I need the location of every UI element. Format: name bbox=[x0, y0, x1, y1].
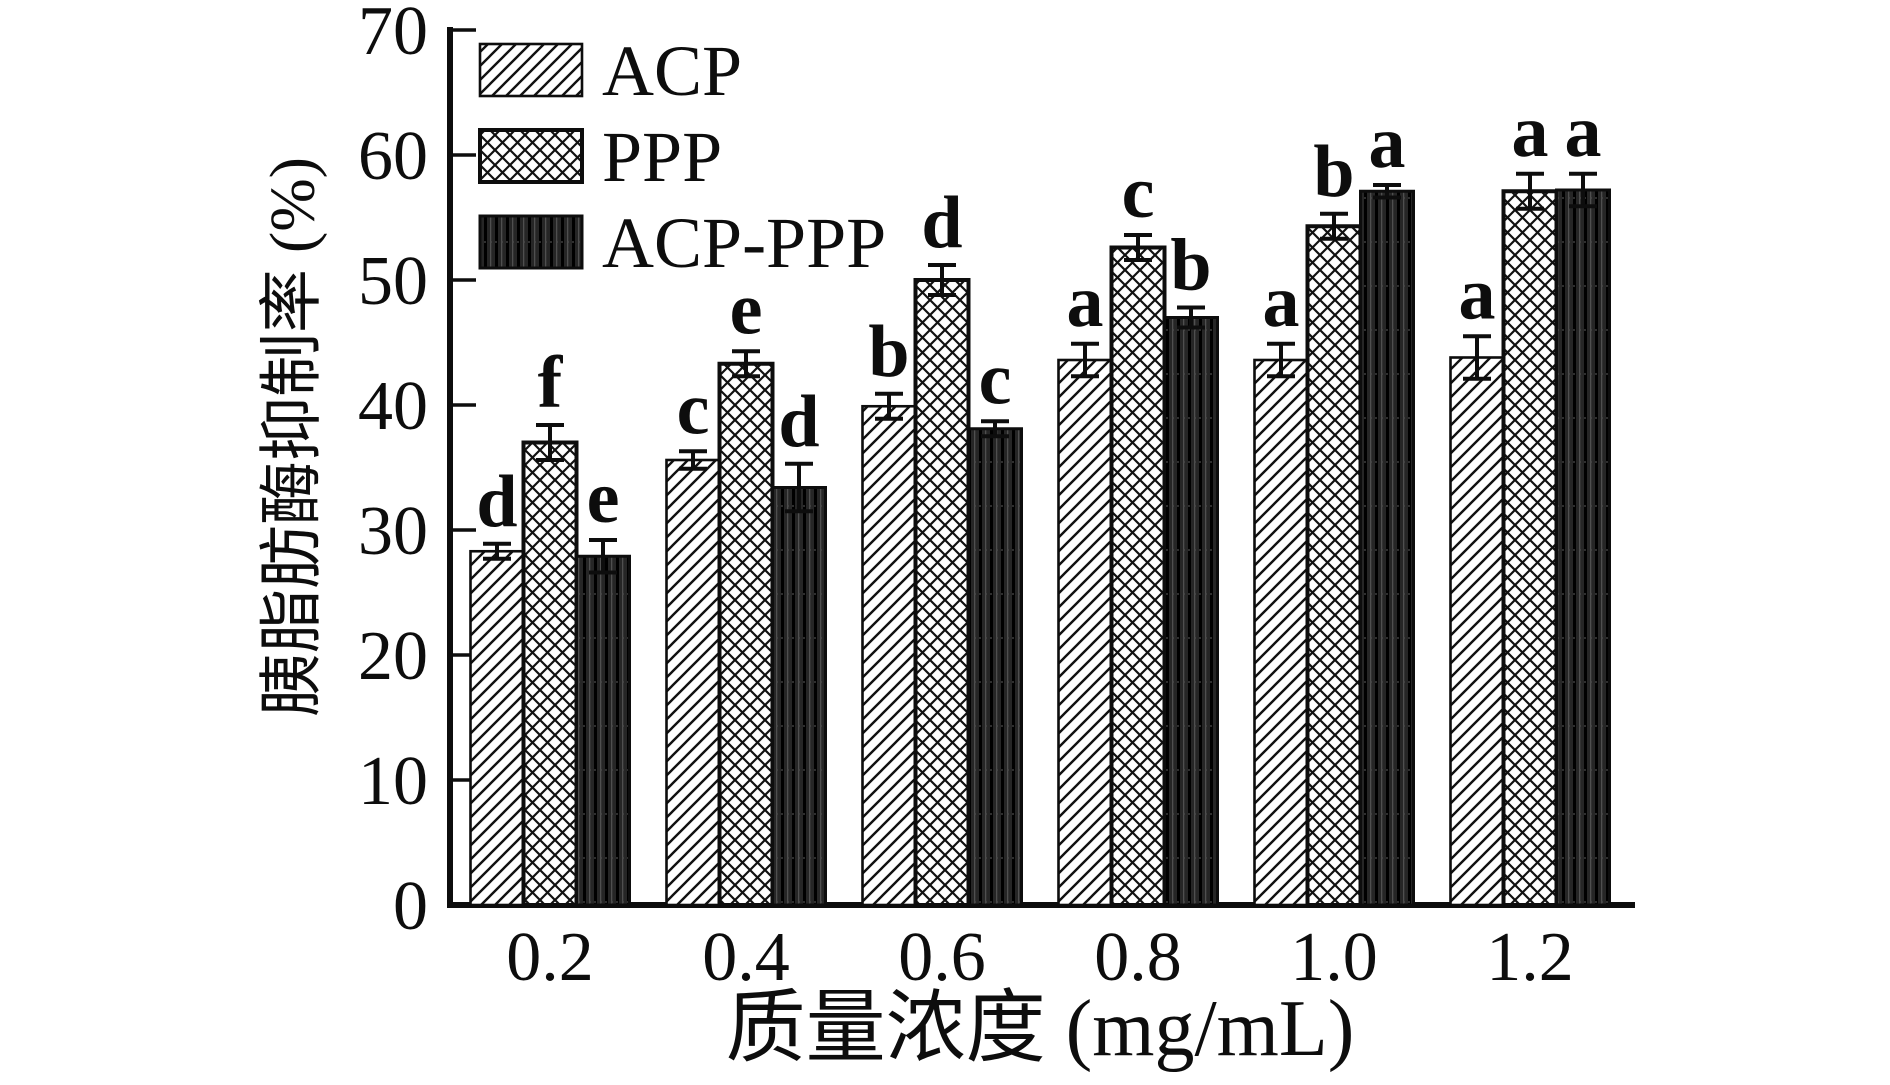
x-tick-label: 1.2 bbox=[1486, 919, 1574, 996]
legend-swatch-ACP-PPP bbox=[478, 214, 584, 270]
sig-letter-PPP-1.0: b bbox=[1313, 131, 1354, 213]
y-tick-label: 70 bbox=[358, 0, 428, 70]
x-tick-label: 0.4 bbox=[702, 919, 790, 996]
y-tick-label: 0 bbox=[393, 868, 428, 945]
y-tick-label: 50 bbox=[358, 243, 428, 320]
bar-PPP-1.2 bbox=[1501, 189, 1559, 907]
sig-letter-ACP-PPP-0.8: b bbox=[1170, 225, 1211, 307]
sig-letter-PPP-1.2: a bbox=[1512, 91, 1549, 173]
x-tick-label: 0.6 bbox=[898, 919, 986, 996]
bar-ACP-1.0 bbox=[1253, 358, 1309, 907]
sig-letter-ACP-1.2: a bbox=[1459, 253, 1496, 335]
bar-PPP-0.8 bbox=[1109, 245, 1167, 907]
legend-label-PPP: PPP bbox=[602, 117, 722, 197]
sig-letter-ACP-0.8: a bbox=[1067, 261, 1104, 343]
x-tick-label: 0.8 bbox=[1094, 919, 1182, 996]
sig-letter-PPP-0.4: e bbox=[730, 268, 763, 350]
bar-ACP-PPP-0.8 bbox=[1163, 316, 1219, 907]
y-tick-label: 40 bbox=[358, 368, 428, 445]
sig-letter-ACP-PPP-1.0: a bbox=[1369, 102, 1406, 184]
y-tick-label: 60 bbox=[358, 118, 428, 195]
sig-letter-ACP-PPP-0.2: e bbox=[587, 457, 620, 539]
sig-letter-PPP-0.2: f bbox=[538, 342, 564, 424]
bar-ACP-0.6 bbox=[861, 404, 917, 907]
y-tick-label: 20 bbox=[358, 618, 428, 695]
bar-ACP-PPP-0.6 bbox=[967, 427, 1023, 907]
x-axis-title: 质量浓度 (mg/mL) bbox=[726, 985, 1355, 1073]
sig-letter-ACP-0.2: d bbox=[476, 461, 517, 543]
bar-ACP-1.2 bbox=[1449, 356, 1505, 907]
bar-ACP-PPP-1.0 bbox=[1359, 189, 1415, 907]
bar-ACP-0.4 bbox=[665, 458, 721, 907]
bar-PPP-1.0 bbox=[1305, 224, 1363, 907]
error-bars bbox=[483, 171, 1597, 575]
sig-letter-ACP-PPP-0.6: c bbox=[979, 338, 1012, 420]
sig-letter-ACP-1.0: a bbox=[1263, 261, 1300, 343]
x-tick-label: 0.2 bbox=[506, 919, 594, 996]
legend-label-ACP: ACP bbox=[602, 31, 742, 111]
sig-letter-ACP-PPP-0.4: d bbox=[778, 381, 819, 463]
y-tick-label: 10 bbox=[358, 743, 428, 820]
bars-area bbox=[469, 188, 1611, 907]
legend-swatch-PPP bbox=[478, 128, 584, 184]
y-axis-title: 胰脂肪酶抑制率 (%) bbox=[257, 157, 328, 717]
legend-label-ACP-PPP: ACP-PPP bbox=[602, 203, 886, 283]
bar-ACP-PPP-0.4 bbox=[771, 486, 827, 907]
bar-ACP-0.2 bbox=[469, 549, 525, 907]
legend-swatch-ACP bbox=[478, 42, 584, 98]
y-tick-label: 30 bbox=[358, 493, 428, 570]
bar-PPP-0.4 bbox=[717, 361, 775, 907]
sig-letter-ACP-0.4: c bbox=[677, 368, 710, 450]
bar-PPP-0.2 bbox=[521, 440, 579, 907]
legend-item-ACP: ACP bbox=[478, 31, 742, 111]
sig-letter-PPP-0.6: d bbox=[921, 182, 962, 264]
bar-ACP-PPP-0.2 bbox=[575, 554, 631, 907]
sig-letter-PPP-0.8: c bbox=[1122, 152, 1155, 234]
bar-PPP-0.6 bbox=[913, 278, 971, 907]
x-tick-label: 1.0 bbox=[1290, 919, 1378, 996]
legend-item-ACP-PPP: ACP-PPP bbox=[478, 203, 886, 283]
legend-item-PPP: PPP bbox=[478, 117, 722, 197]
bar-ACP-PPP-1.2 bbox=[1555, 188, 1611, 907]
sig-letter-ACP-PPP-1.2: a bbox=[1565, 91, 1602, 173]
axes: 0 10 20 30 40 50 60 70 0.2 0.4 0.6 0.8 1.0 1.2 bbox=[358, 0, 1635, 996]
sig-letter-ACP-0.6: b bbox=[868, 311, 909, 393]
bar-ACP-0.8 bbox=[1057, 358, 1113, 907]
